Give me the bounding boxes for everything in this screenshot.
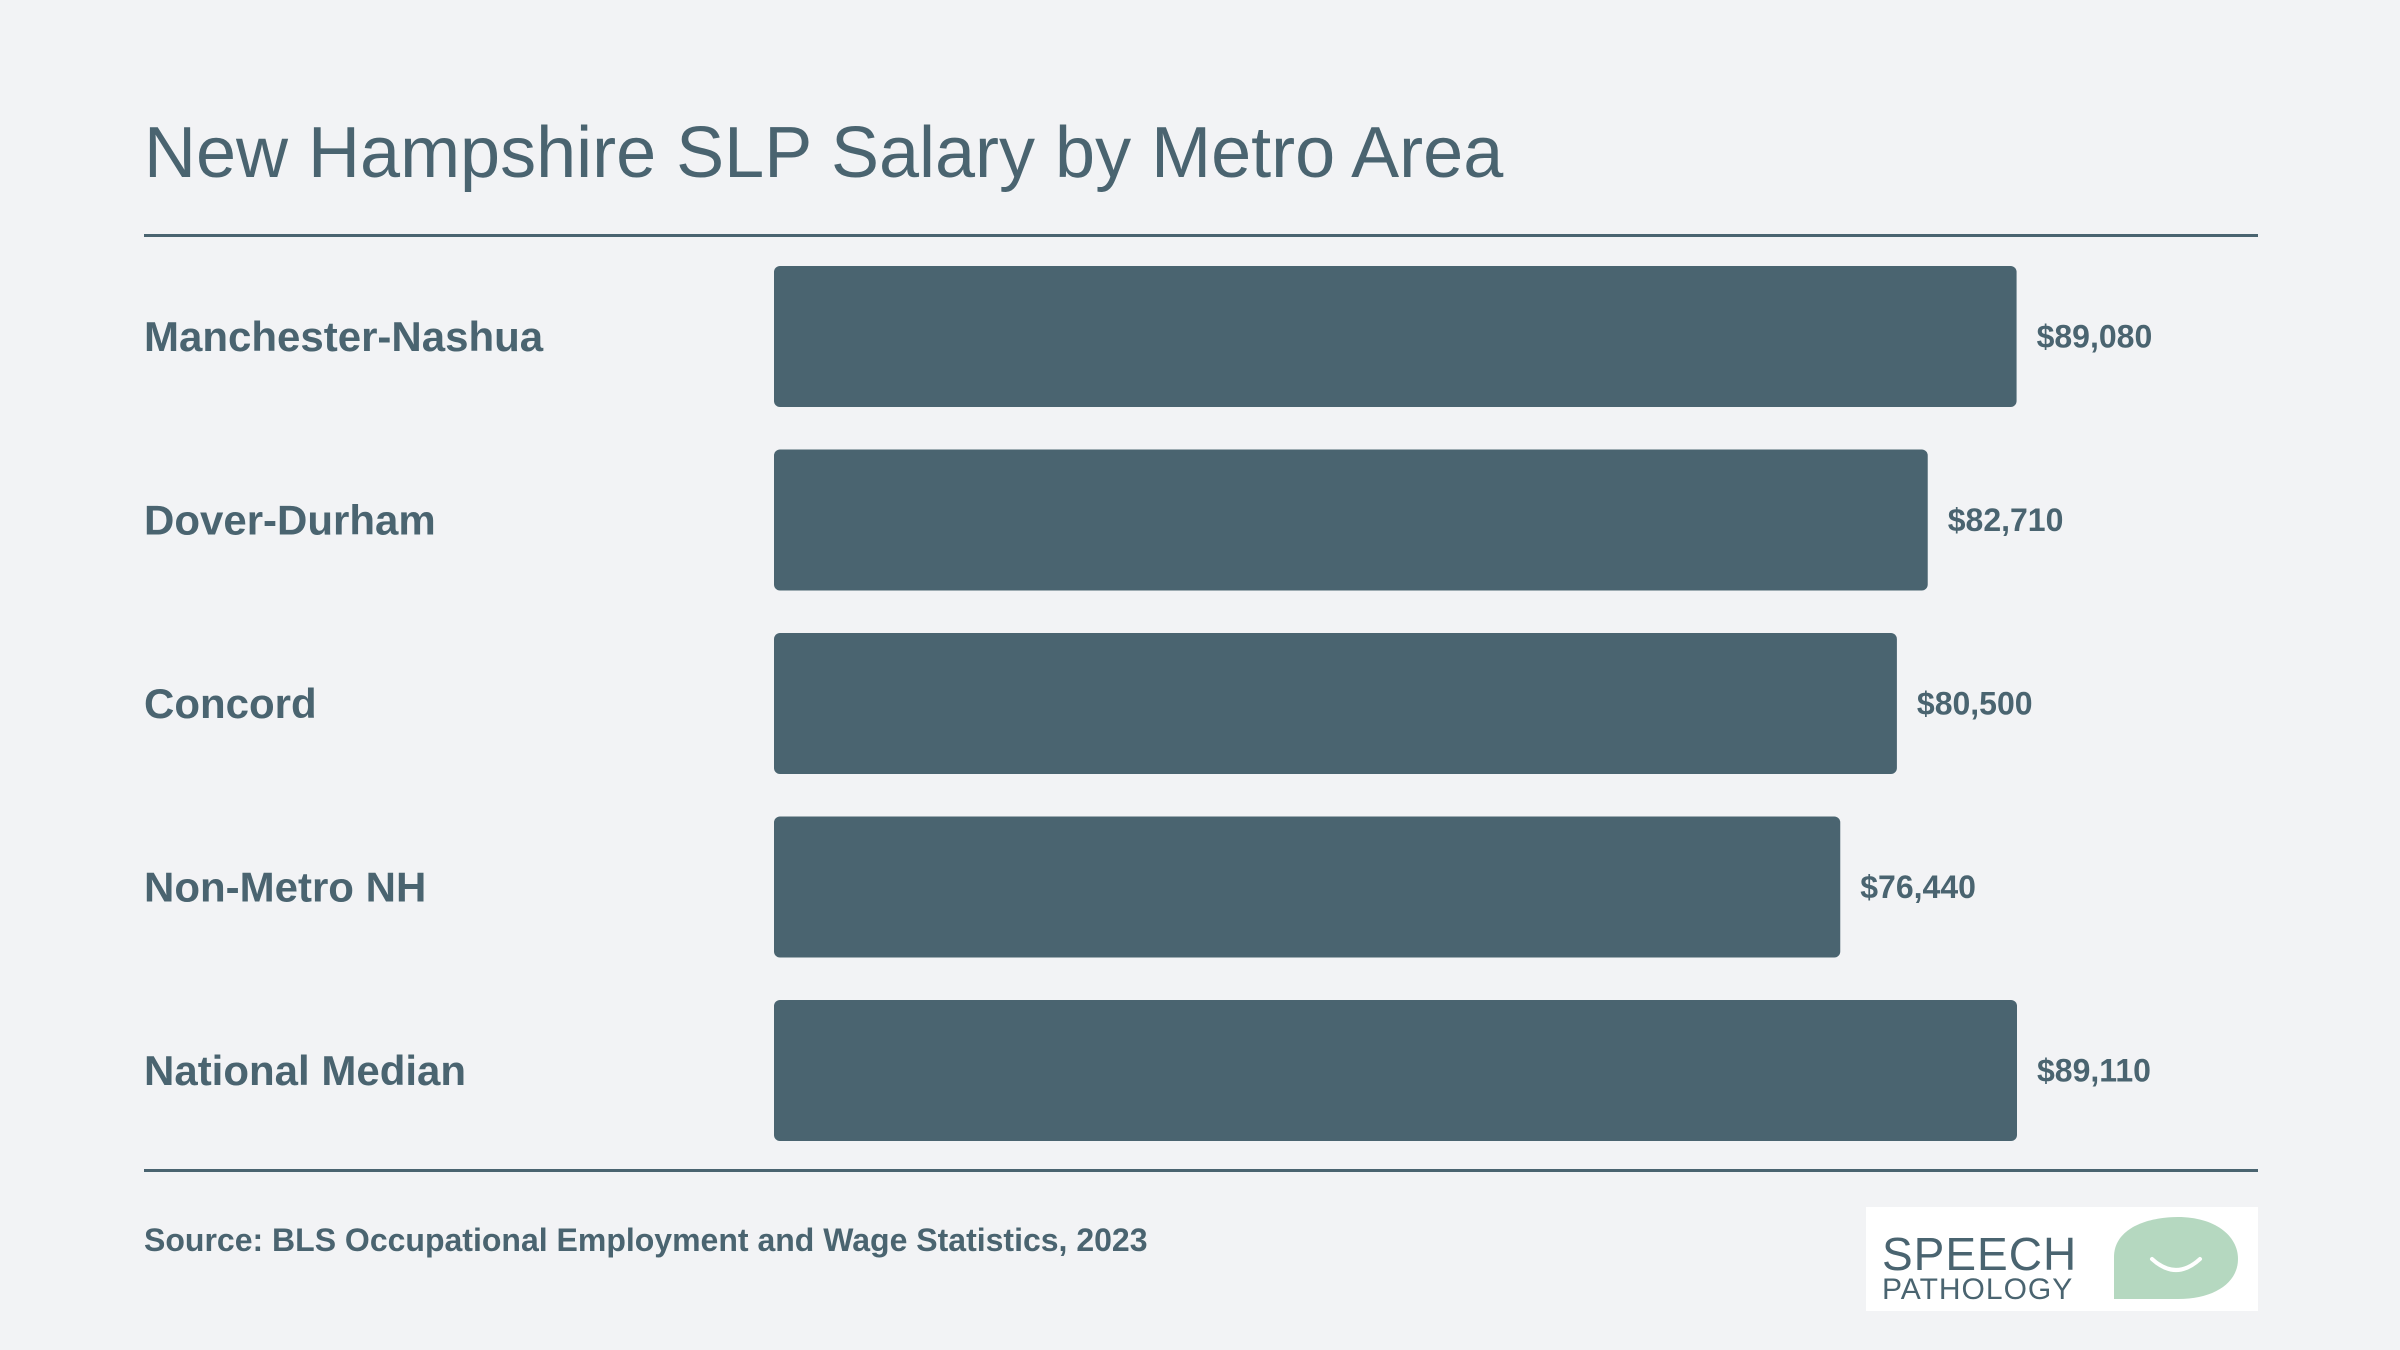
category-label-manchester-nashua: Manchester-Nashua <box>144 313 544 360</box>
category-label-non-metro-nh: Non-Metro NH <box>144 864 426 911</box>
value-label-dover-durham: $82,710 <box>1948 502 2064 538</box>
bottom-divider <box>144 1169 2258 1172</box>
top-divider <box>144 234 2258 237</box>
bar-manchester-nashua <box>774 266 2017 407</box>
category-label-national-median: National Median <box>144 1047 466 1094</box>
speech-pathology-logo: SPEECH PATHOLOGY <box>1866 1207 2258 1311</box>
chart-title: New Hampshire SLP Salary by Metro Area <box>144 113 1504 193</box>
logo-word-speech: SPEECH <box>1882 1228 2078 1280</box>
logo-word-pathology: PATHOLOGY <box>1882 1273 2074 1306</box>
category-label-dover-durham: Dover-Durham <box>144 497 436 544</box>
bar-national-median <box>774 1000 2017 1141</box>
value-label-national-median: $89,110 <box>2037 1053 2151 1089</box>
bar-dover-durham <box>774 449 1928 591</box>
bar-non-metro-nh <box>774 816 1841 958</box>
category-label-concord: Concord <box>144 680 317 727</box>
bar-concord <box>774 633 1897 774</box>
value-label-non-metro-nh: $76,440 <box>1860 869 1976 905</box>
value-label-manchester-nashua: $89,080 <box>2037 319 2153 355</box>
value-label-concord: $80,500 <box>1917 686 2033 722</box>
speech-bubble-icon <box>2114 1217 2238 1299</box>
source-note: Source: BLS Occupational Employment and … <box>144 1222 1148 1258</box>
